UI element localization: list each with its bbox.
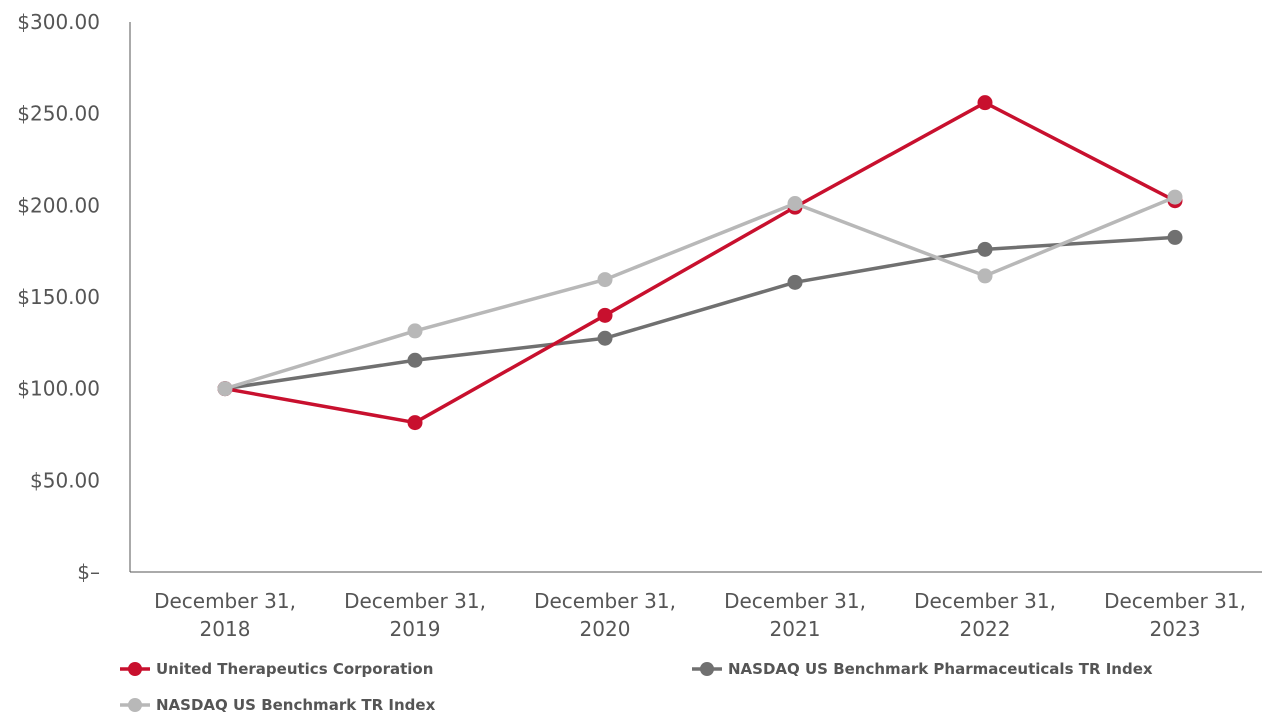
data-point: [977, 268, 993, 284]
legend-label: United Therapeutics Corporation: [156, 660, 433, 678]
y-tick-label: $50.00: [30, 468, 100, 492]
y-tick-label: $300.00: [17, 10, 100, 34]
x-tick-label: December 31, 2022: [914, 589, 1056, 641]
data-point: [977, 95, 993, 111]
legend: United Therapeutics Corporation NASDAQ US…: [120, 660, 1153, 714]
x-tick-label: December 31, 2019: [344, 589, 486, 641]
axes: [129, 22, 1262, 573]
data-point: [1167, 229, 1183, 245]
data-point: [977, 241, 993, 257]
y-tick-label: $200.00: [17, 193, 100, 217]
series-line: [224, 100, 1176, 425]
y-tick-label: $150.00: [17, 285, 100, 309]
x-tick-label: December 31, 2023: [1104, 589, 1246, 641]
data-point: [597, 330, 613, 346]
data-point: [407, 352, 423, 368]
data-point: [597, 272, 613, 288]
y-axis-ticks: $– $50.00 $100.00 $150.00 $200.00 $250.00 $300…: [17, 10, 100, 584]
y-tick-label: $–: [77, 560, 100, 584]
data-point: [787, 274, 803, 290]
data-point: [407, 415, 423, 431]
series-line: [224, 195, 1176, 391]
x-axis-ticks: December 31, 2018 December 31, 2019 December…: [154, 589, 1246, 641]
legend-label: NASDAQ US Benchmark Pharmaceuticals TR I…: [728, 660, 1153, 678]
data-point: [217, 381, 233, 397]
y-tick-label: $100.00: [17, 377, 100, 401]
legend-marker: [128, 662, 142, 676]
data-point: [1167, 189, 1183, 205]
x-tick-label: December 31, 2018: [154, 589, 296, 641]
y-tick-label: $250.00: [17, 102, 100, 126]
legend-label: NASDAQ US Benchmark TR Index: [156, 696, 436, 714]
data-point: [787, 196, 803, 211]
series-line: [224, 235, 1176, 391]
x-tick-label: December 31, 2020: [534, 589, 676, 641]
data-point: [597, 307, 613, 323]
x-tick-label: December 31, 2021: [724, 589, 866, 641]
legend-marker: [700, 662, 714, 676]
data-point: [407, 323, 423, 339]
series-lines: [217, 95, 1183, 431]
legend-marker: [128, 698, 142, 712]
